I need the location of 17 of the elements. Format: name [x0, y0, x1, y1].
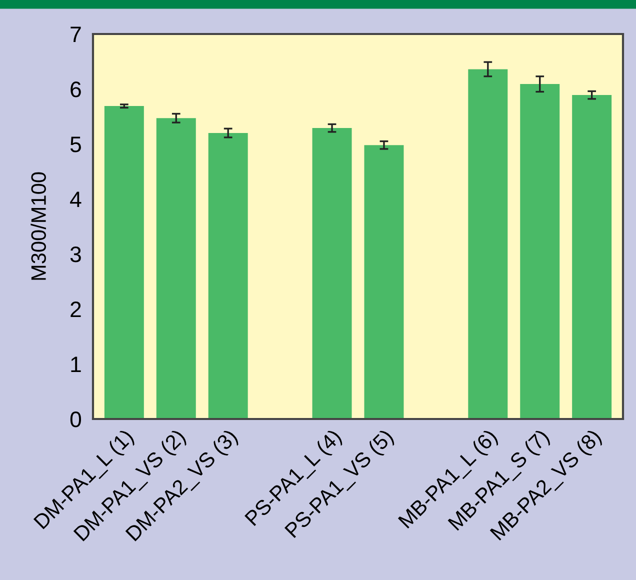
bar: [208, 133, 248, 419]
bar: [364, 145, 404, 419]
y-tick-label: 7: [70, 26, 81, 42]
bar: [520, 84, 560, 419]
y-tick-label: 3: [70, 246, 81, 262]
y-tick-label: 5: [70, 136, 81, 152]
y-axis-title: M300/M100: [30, 172, 46, 280]
y-tick-label: 6: [70, 82, 81, 98]
y-tick-label: 2: [70, 302, 81, 318]
y-tick-label: 4: [70, 192, 82, 208]
bar: [572, 95, 612, 419]
bar: [156, 118, 196, 419]
bar: [312, 128, 352, 419]
y-tick-label: 0: [70, 412, 82, 428]
y-tick-label: 1: [71, 356, 81, 372]
bar: [104, 106, 144, 419]
bar: [468, 69, 508, 419]
